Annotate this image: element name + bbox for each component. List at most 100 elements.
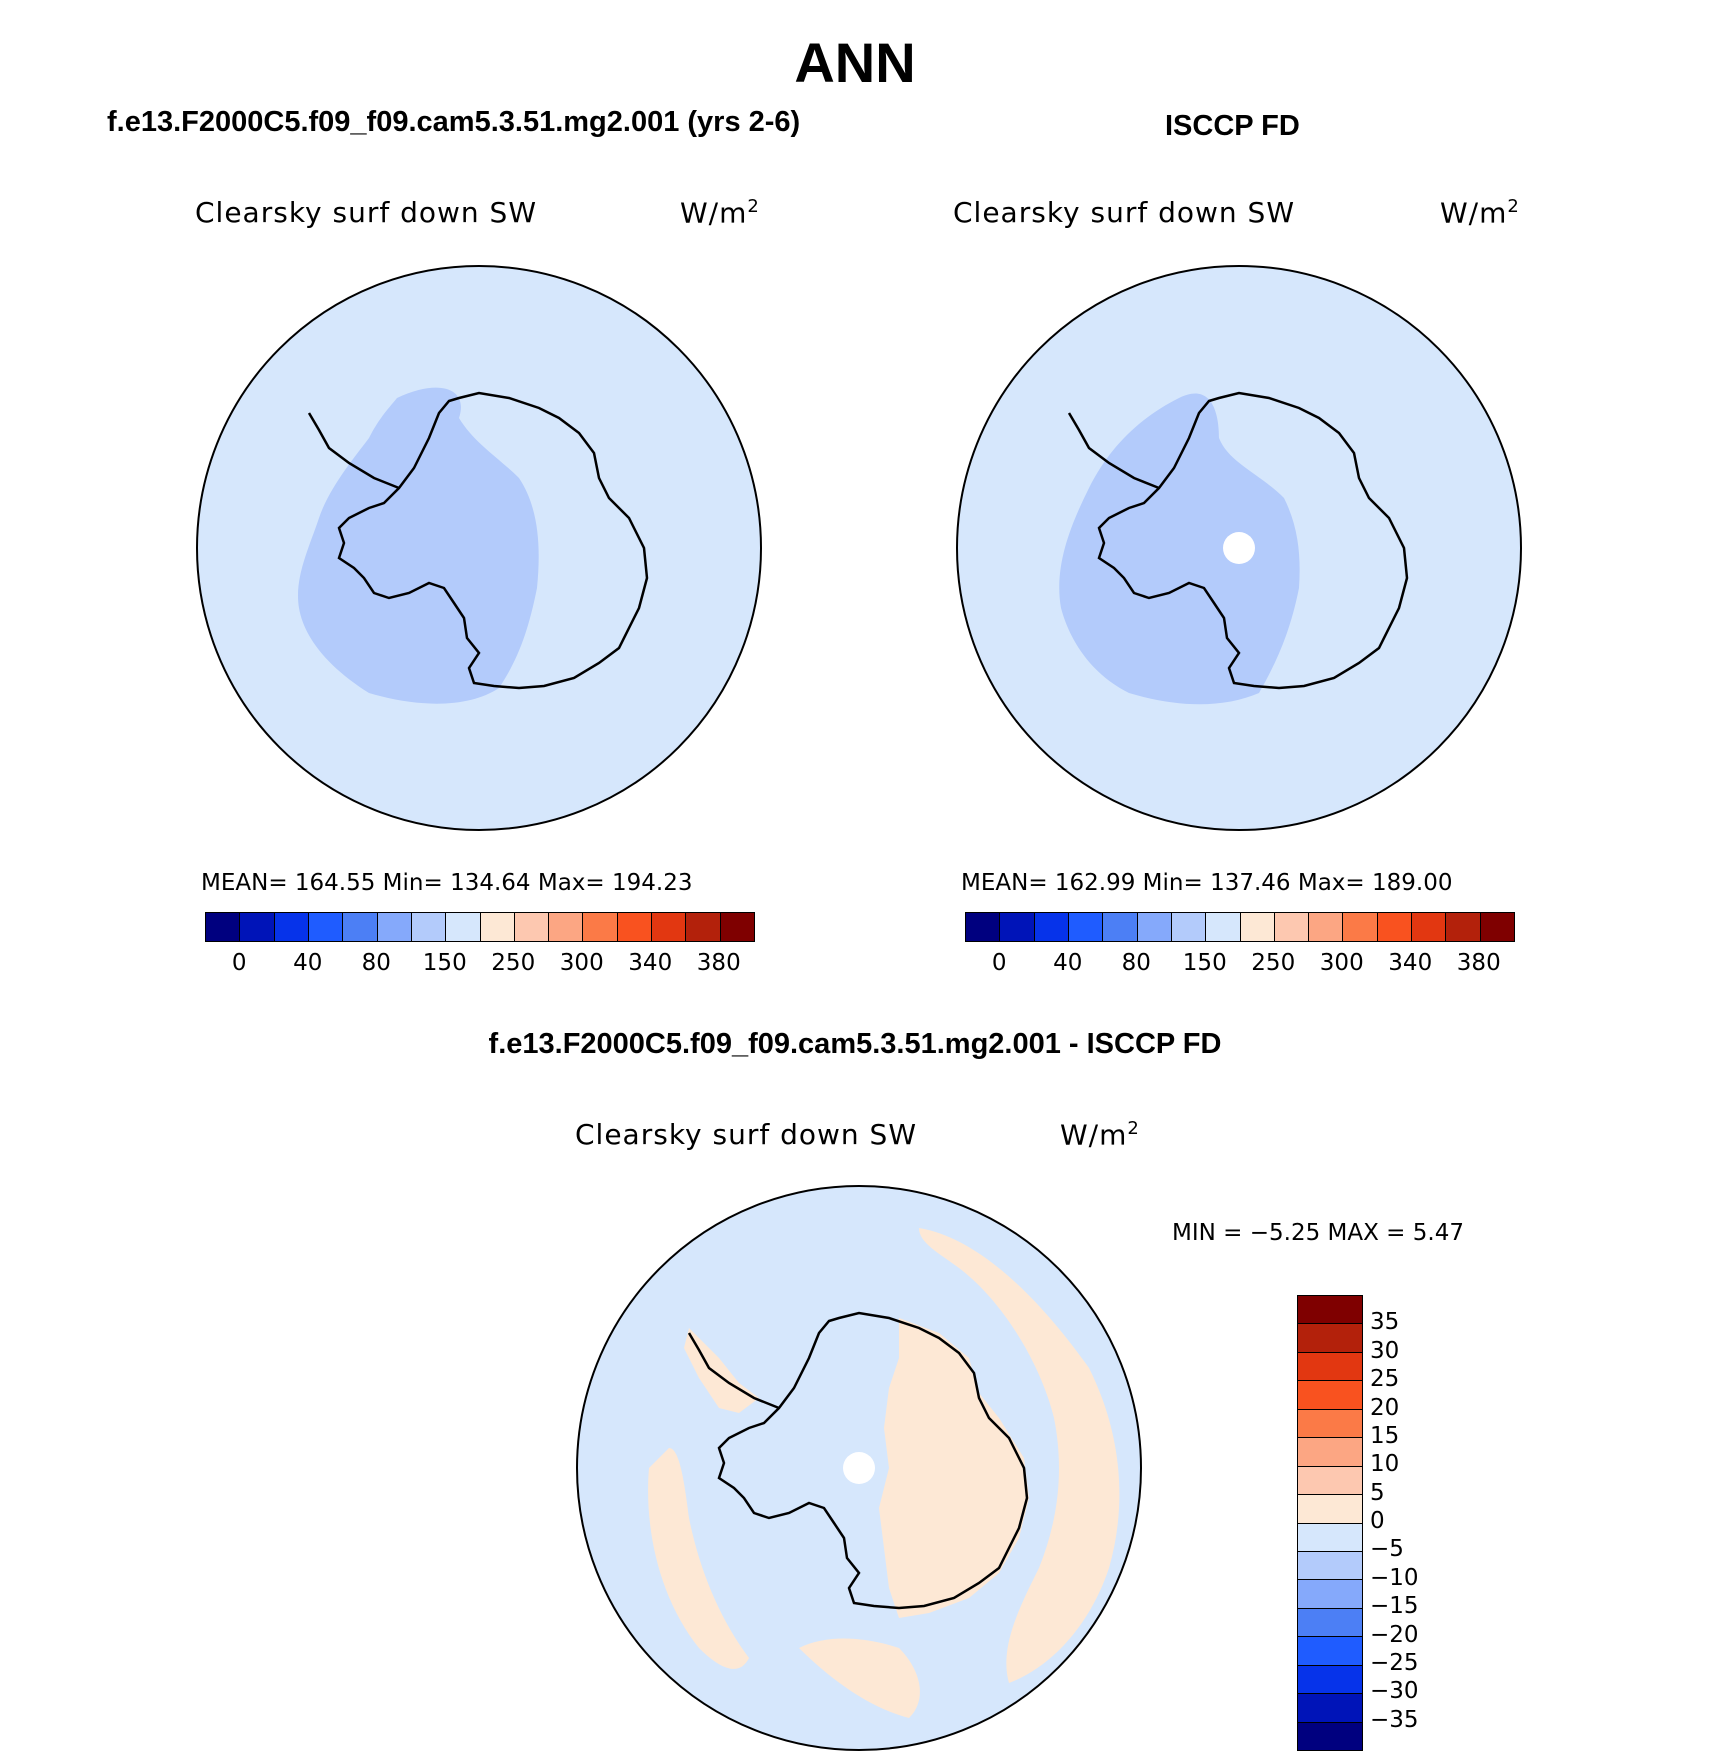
colorbar-tick-label: −25 [1370, 1649, 1419, 1676]
colorbar-swatch [1298, 1495, 1362, 1524]
colorbar-tick-label: −30 [1370, 1678, 1419, 1705]
colorbar-swatch [720, 913, 754, 941]
colorbar-swatch [1298, 1665, 1362, 1695]
model-peninsula-coastline [307, 412, 400, 490]
colorbar-tick-label: −20 [1370, 1621, 1419, 1648]
colorbar-swatch [446, 913, 481, 941]
model-colorbar [205, 912, 755, 942]
diff-minmax: MIN = −5.25 MAX = 5.47 [1172, 1220, 1464, 1246]
colorbar-swatch [1103, 913, 1138, 941]
colorbar-swatch [240, 913, 275, 941]
colorbar-tick-label: −10 [1370, 1564, 1419, 1591]
colorbar-swatch [1068, 913, 1104, 941]
diff-east-outer-positive [919, 1228, 1120, 1683]
model-antarctica-coastline [337, 391, 649, 690]
colorbar-swatch [966, 913, 1001, 941]
colorbar-swatch [652, 913, 687, 941]
colorbar-swatch [308, 913, 344, 941]
colorbar-swatch [343, 913, 378, 941]
colorbar-swatch [274, 913, 309, 941]
colorbar-tick-label: 250 [1251, 950, 1296, 976]
diff-colorbar [1297, 1295, 1363, 1751]
obs-colorbar-labels: 0 40 80 150 250 300 340 380 [965, 950, 1513, 980]
obs-polar-map [956, 265, 1522, 831]
colorbar-tick-label: 80 [1121, 950, 1151, 976]
colorbar-tick-label: 380 [1456, 950, 1501, 976]
model-polar-map [196, 265, 762, 831]
colorbar-tick-label: 30 [1370, 1337, 1400, 1364]
model-stats: MEAN= 164.55 Min= 134.64 Max= 194.23 [201, 870, 693, 896]
colorbar-tick-label: 25 [1370, 1366, 1400, 1393]
diff-pacific-positive [648, 1448, 749, 1669]
colorbar-tick-label: 15 [1370, 1422, 1400, 1449]
colorbar-tick-label: 340 [628, 950, 673, 976]
colorbar-swatch [1206, 913, 1241, 941]
model-units-label: W/m2 [680, 196, 760, 230]
colorbar-swatch [1137, 913, 1172, 941]
diff-antarctica-coastline [717, 1311, 1029, 1610]
colorbar-swatch [1171, 913, 1207, 941]
colorbar-tick-label: −15 [1370, 1593, 1419, 1620]
diff-units-label: W/m2 [1060, 1118, 1140, 1152]
diff-missing-pole [843, 1452, 875, 1484]
colorbar-swatch [1298, 1580, 1362, 1609]
colorbar-swatch [1298, 1438, 1362, 1467]
colorbar-tick-label: 380 [696, 950, 741, 976]
colorbar-tick-label: 80 [361, 950, 391, 976]
obs-west-antarctica-low-region [1059, 393, 1300, 705]
colorbar-swatch [549, 913, 584, 941]
colorbar-tick-label: 0 [991, 950, 1007, 976]
colorbar-tick-label: 0 [1370, 1508, 1385, 1534]
colorbar-tick-label: −35 [1370, 1706, 1419, 1733]
diff-panel-title: f.e13.F2000C5.f09_f09.cam5.3.51.mg2.001 … [488, 1028, 1222, 1060]
model-colorbar-labels: 0 40 80 150 250 300 340 380 [205, 950, 753, 980]
diff-variable-label: Clearsky surf down SW [575, 1118, 918, 1151]
colorbar-tick-label: 10 [1370, 1451, 1400, 1478]
colorbar-tick-label: 5 [1370, 1479, 1385, 1506]
diff-east-antarctica-positive [879, 1318, 1029, 1618]
colorbar-swatch [1309, 913, 1344, 941]
diff-colorbar-labels: 35 30 25 20 15 10 5 0 −5 −10 −15 −20 −25 −30 −35 [1370, 1295, 1490, 1749]
colorbar-swatch [1298, 1523, 1362, 1552]
colorbar-swatch [1343, 913, 1378, 941]
colorbar-swatch [1298, 1637, 1362, 1666]
diff-peninsula-positive [684, 1328, 759, 1413]
colorbar-swatch [1298, 1409, 1362, 1439]
colorbar-swatch [1298, 1551, 1362, 1581]
colorbar-swatch [206, 913, 241, 941]
colorbar-swatch [617, 913, 653, 941]
colorbar-swatch [1000, 913, 1035, 941]
colorbar-tick-label: 150 [1182, 950, 1227, 976]
colorbar-swatch [411, 913, 447, 941]
colorbar-tick-label: 300 [1319, 950, 1364, 976]
model-panel-title: f.e13.F2000C5.f09_f09.cam5.3.51.mg2.001 … [107, 106, 801, 138]
obs-colorbar [965, 912, 1515, 942]
colorbar-swatch [1298, 1694, 1362, 1723]
obs-peninsula-coastline [1067, 412, 1160, 490]
colorbar-swatch [1298, 1296, 1362, 1325]
obs-units-label: W/m2 [1440, 196, 1520, 230]
model-west-antarctica-low-region [298, 387, 539, 704]
colorbar-swatch [1298, 1722, 1362, 1750]
colorbar-swatch [1446, 913, 1481, 941]
colorbar-swatch [1274, 913, 1310, 941]
colorbar-swatch [1240, 913, 1275, 941]
colorbar-swatch [1298, 1466, 1362, 1496]
colorbar-swatch [514, 913, 550, 941]
colorbar-tick-label: 40 [1053, 950, 1083, 976]
diff-polar-map [576, 1185, 1142, 1751]
colorbar-tick-label: 20 [1370, 1394, 1400, 1421]
colorbar-swatch [1034, 913, 1069, 941]
obs-antarctica-coastline [1097, 391, 1409, 690]
colorbar-tick-label: 300 [559, 950, 604, 976]
model-map-border [196, 265, 762, 831]
obs-variable-label: Clearsky surf down SW [953, 196, 1296, 229]
colorbar-tick-label: 40 [293, 950, 323, 976]
colorbar-swatch [1298, 1352, 1362, 1382]
colorbar-swatch [1480, 913, 1514, 941]
colorbar-swatch [1377, 913, 1413, 941]
colorbar-swatch [480, 913, 515, 941]
colorbar-tick-label: 150 [422, 950, 467, 976]
diff-south-positive [799, 1638, 920, 1718]
diff-map-border [576, 1185, 1142, 1751]
